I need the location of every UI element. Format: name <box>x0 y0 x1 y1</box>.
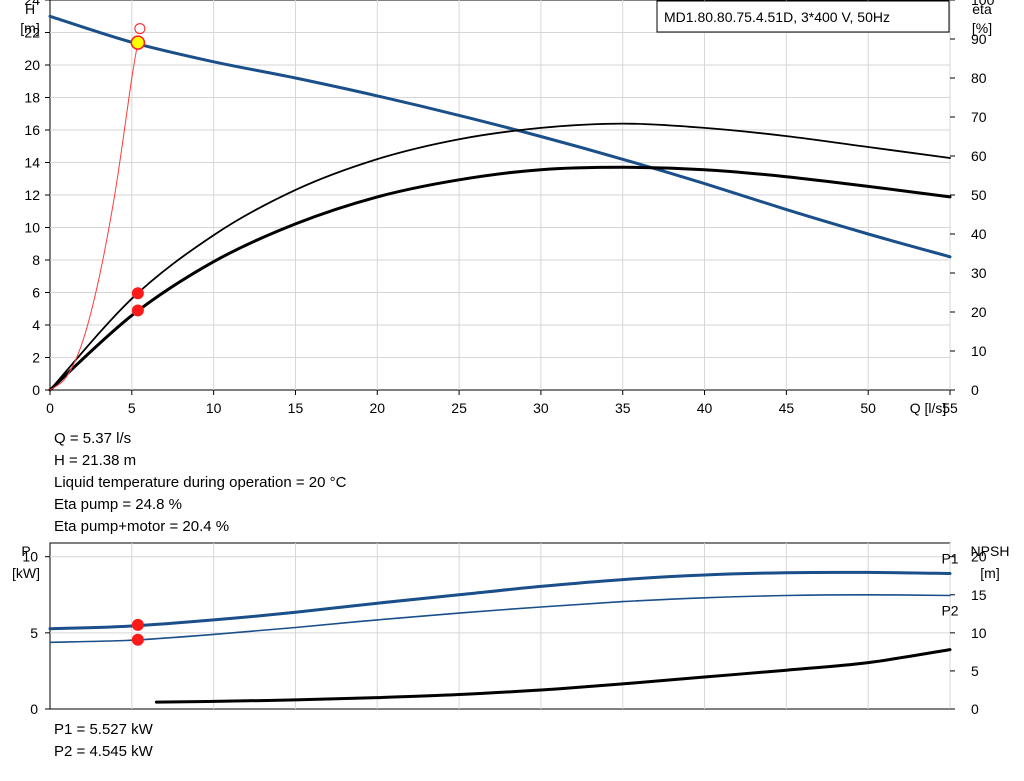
p2-curve <box>49 593 951 644</box>
npsh-tick-label: 10 <box>971 625 987 641</box>
eta-pump-curve <box>49 122 951 391</box>
eta-pump-motor-point-marker <box>131 304 144 317</box>
x-tick-label: 30 <box>533 400 549 416</box>
x-tick-label: 10 <box>206 400 222 416</box>
x-tick-label: 5 <box>128 400 136 416</box>
p-axis-title: P <box>21 543 30 559</box>
title-box <box>656 0 950 33</box>
y-tick-label: 0 <box>32 382 40 398</box>
y-tick-label: 2 <box>32 350 40 366</box>
readout-p1: P1 = 5.527 kW <box>54 721 153 738</box>
x-tick-label: 25 <box>451 400 467 416</box>
point-layer <box>130 23 146 646</box>
chart-title: MD1.80.80.75.4.51D, 3*400 V, 50Hz <box>664 9 890 25</box>
y2-tick-label: 10 <box>971 343 987 359</box>
npsh-axis-title: NPSH <box>971 543 1010 559</box>
eta-pump-point-marker <box>131 287 144 300</box>
p-axis-unit: [kW] <box>12 565 40 581</box>
x-tick-label: 55 <box>942 400 958 416</box>
y-tick-label: 4 <box>32 317 40 333</box>
p-tick-label: 10 <box>22 549 38 565</box>
bottom-plot-frame <box>49 542 951 710</box>
y2-tick-label: 50 <box>971 187 987 203</box>
y-tick-label: 24 <box>24 0 40 8</box>
curve-layer <box>48 14 952 704</box>
power-readout-panel: P1 = 5.527 kW P2 = 4.545 kW <box>54 719 153 763</box>
y-tick-label: 18 <box>24 90 40 106</box>
p-tick-label: 0 <box>30 701 38 717</box>
x-tick-label: 35 <box>615 400 631 416</box>
duty-readout-panel: Q = 5.37 l/s H = 21.38 m Liquid temperat… <box>54 428 346 538</box>
npsh-tick-label: 15 <box>971 587 987 603</box>
duty-point-marker-open <box>134 23 146 35</box>
readout-eta-pump-motor: Eta pump+motor = 20.4 % <box>54 518 230 535</box>
system-curve-curve <box>49 42 139 391</box>
y2-tick-label: 70 <box>971 109 987 125</box>
npsh-tick-label: 20 <box>971 549 987 565</box>
y-tick-label: 22 <box>24 25 40 41</box>
head-curve <box>48 14 952 259</box>
y2-tick-label: 60 <box>971 148 987 164</box>
p2-series-label: P2 <box>941 603 958 619</box>
x-tick-label: 40 <box>697 400 713 416</box>
npsh-tick-label: 5 <box>971 663 979 679</box>
label-layer: 0 5 10 15 20 25 30 35 40 45 50 55024681012141618202… <box>12 0 1009 717</box>
y2-axis-unit: [%] <box>972 20 992 36</box>
readout-p2: P2 = 4.545 kW <box>54 743 153 760</box>
npsh-curve <box>154 648 952 704</box>
x-tick-label: 0 <box>46 400 54 416</box>
readout-head: H = 21.38 m <box>54 452 137 469</box>
x-tick-label: 50 <box>860 400 876 416</box>
y-axis-unit: [m] <box>20 20 39 36</box>
y-axis-title: H <box>25 1 35 17</box>
x-axis-title: Q [l/s] <box>910 400 947 416</box>
p1-curve <box>48 570 952 631</box>
y-tick-label: 10 <box>24 220 40 236</box>
y-tick-label: 8 <box>32 252 40 268</box>
p1-series-label: P1 <box>941 550 958 566</box>
y2-tick-label: 90 <box>971 31 987 47</box>
x-tick-label: 15 <box>288 400 304 416</box>
p2-point-marker <box>131 633 144 646</box>
y-tick-label: 20 <box>24 57 40 73</box>
x-tick-label: 20 <box>369 400 385 416</box>
tick-layer <box>45 0 955 710</box>
readout-flow: Q = 5.37 l/s <box>54 430 132 447</box>
readout-eta-pump: Eta pump = 24.8 % <box>54 496 182 513</box>
y-tick-label: 6 <box>32 285 40 301</box>
y-tick-label: 12 <box>24 187 40 203</box>
duty-point-marker <box>130 35 146 50</box>
y-tick-label: 16 <box>24 122 40 138</box>
y2-tick-label: 100 <box>971 0 995 8</box>
y2-tick-label: 80 <box>971 70 987 86</box>
npsh-axis-unit: [m] <box>980 565 999 581</box>
y2-tick-label: 30 <box>971 265 987 281</box>
y2-tick-label: 0 <box>971 382 979 398</box>
y2-axis-title: eta <box>972 1 992 17</box>
p1-point-marker <box>131 618 144 631</box>
npsh-tick-label: 0 <box>971 701 979 717</box>
y-tick-label: 14 <box>24 155 40 171</box>
y2-tick-label: 20 <box>971 304 987 320</box>
p-tick-label: 5 <box>30 625 38 641</box>
x-tick-label: 45 <box>779 400 795 416</box>
eta-pump-motor-curve <box>48 165 952 392</box>
readout-temperature: Liquid temperature during operation = 20… <box>54 474 347 491</box>
y2-tick-label: 40 <box>971 226 987 242</box>
grid-layer <box>50 0 951 709</box>
